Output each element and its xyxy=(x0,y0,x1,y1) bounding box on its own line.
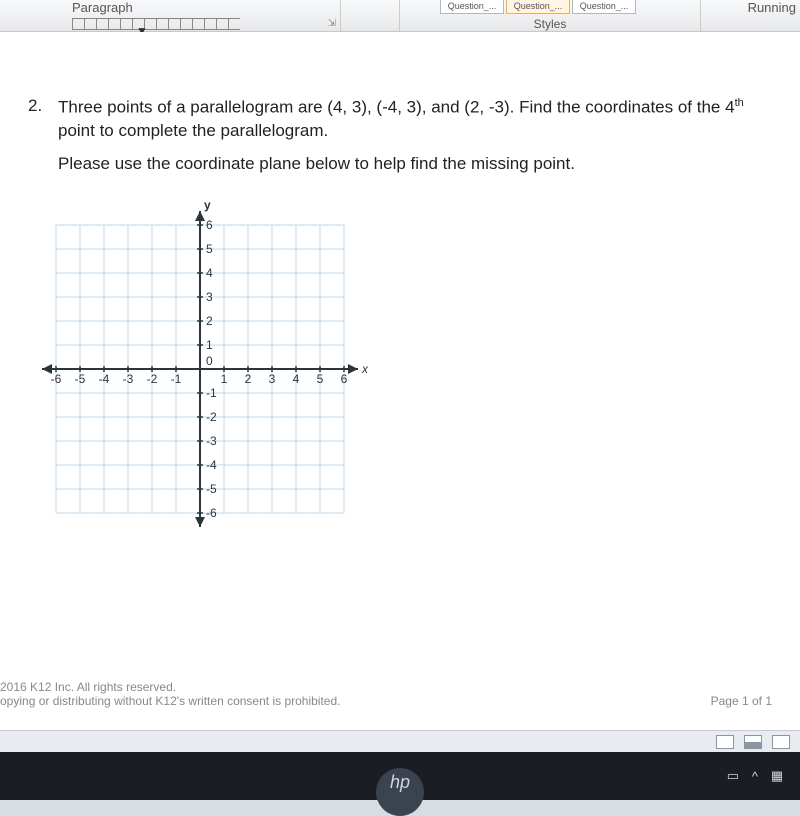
document-page: 2. Three points of a parallelogram are (… xyxy=(0,32,800,752)
page-number: Page 1 of 1 xyxy=(711,694,772,708)
footer-copyright-block: 2016 K12 Inc. All rights reserved. opyin… xyxy=(0,680,340,708)
svg-text:-3: -3 xyxy=(206,434,217,448)
svg-text:-6: -6 xyxy=(206,506,217,520)
svg-text:1: 1 xyxy=(206,338,213,352)
svg-text:3: 3 xyxy=(269,372,276,386)
ruler[interactable]: ▼ xyxy=(72,18,240,30)
question-sup: th xyxy=(735,97,744,109)
question-block: 2. Three points of a parallelogram are (… xyxy=(28,96,772,185)
style-running-label: Running xyxy=(748,0,796,15)
footer-notice: opying or distributing without K12's wri… xyxy=(0,694,340,708)
question-line2: Please use the coordinate plane below to… xyxy=(58,153,772,176)
style-swatch[interactable]: Question_... xyxy=(572,0,636,14)
svg-text:-5: -5 xyxy=(75,372,86,386)
svg-text:4: 4 xyxy=(206,266,213,280)
question-number: 2. xyxy=(28,96,46,185)
web-layout-icon[interactable] xyxy=(772,735,790,749)
svg-text:-5: -5 xyxy=(206,482,217,496)
hp-logo: hp xyxy=(376,768,424,816)
svg-text:2: 2 xyxy=(206,314,213,328)
question-line1b: point to complete the parallelogram. xyxy=(58,121,328,140)
print-layout-icon[interactable] xyxy=(744,735,762,749)
question-text: Three points of a parallelogram are (4, … xyxy=(58,96,772,185)
coordinate-plane: -6 -5 -4 -3 -2 -1 1 2 3 4 5 6 -6 -5 -4 -3 -2 -1 1 2 3 4 5 6 0 y x xyxy=(32,201,772,542)
svg-text:-1: -1 xyxy=(171,372,182,386)
svg-text:3: 3 xyxy=(206,290,213,304)
svg-text:-1: -1 xyxy=(206,386,217,400)
word-status-bar xyxy=(0,730,800,752)
tray-chevron-up-icon[interactable]: ^ xyxy=(752,769,758,784)
svg-text:-2: -2 xyxy=(147,372,158,386)
coordinate-plane-svg: -6 -5 -4 -3 -2 -1 1 2 3 4 5 6 -6 -5 -4 -3 -2 -1 1 2 3 4 5 6 0 y x xyxy=(32,201,368,537)
svg-text:0: 0 xyxy=(206,354,213,368)
question-line1a: Three points of a parallelogram are (4, … xyxy=(58,98,735,117)
svg-text:x: x xyxy=(361,362,368,376)
svg-text:2: 2 xyxy=(245,372,252,386)
svg-text:-6: -6 xyxy=(51,372,62,386)
svg-text:5: 5 xyxy=(317,372,324,386)
ribbon-right-group: Running xyxy=(700,0,800,31)
read-mode-icon[interactable] xyxy=(716,735,734,749)
styles-gallery[interactable]: Question_... Question_... Question_... xyxy=(400,0,700,16)
svg-text:6: 6 xyxy=(341,372,348,386)
svg-text:6: 6 xyxy=(206,218,213,232)
svg-text:4: 4 xyxy=(293,372,300,386)
svg-text:5: 5 xyxy=(206,242,213,256)
style-swatch[interactable]: Question_... xyxy=(440,0,504,14)
paragraph-label: Paragraph xyxy=(72,0,133,15)
style-swatch[interactable]: Question_... xyxy=(506,0,570,14)
svg-text:-4: -4 xyxy=(206,458,217,472)
svg-text:-2: -2 xyxy=(206,410,217,424)
svg-text:-3: -3 xyxy=(123,372,134,386)
paragraph-expand-icon[interactable]: ⇲ xyxy=(328,18,336,29)
tray-app-icon[interactable]: ▭ xyxy=(722,767,744,785)
ribbon-divider xyxy=(340,0,400,31)
ribbon-styles-group: Question_... Question_... Question_... S… xyxy=(400,0,700,31)
svg-text:-4: -4 xyxy=(99,372,110,386)
ribbon-paragraph-group: Paragraph ▼ ⇲ xyxy=(0,0,340,31)
word-ribbon: Paragraph ▼ ⇲ Question_... Question_... … xyxy=(0,0,800,32)
svg-text:1: 1 xyxy=(221,372,228,386)
footer-copyright: 2016 K12 Inc. All rights reserved. xyxy=(0,680,340,694)
styles-label: Styles xyxy=(400,17,700,31)
tray-network-icon[interactable]: ▦ xyxy=(766,767,788,785)
svg-text:y: y xyxy=(204,201,211,212)
